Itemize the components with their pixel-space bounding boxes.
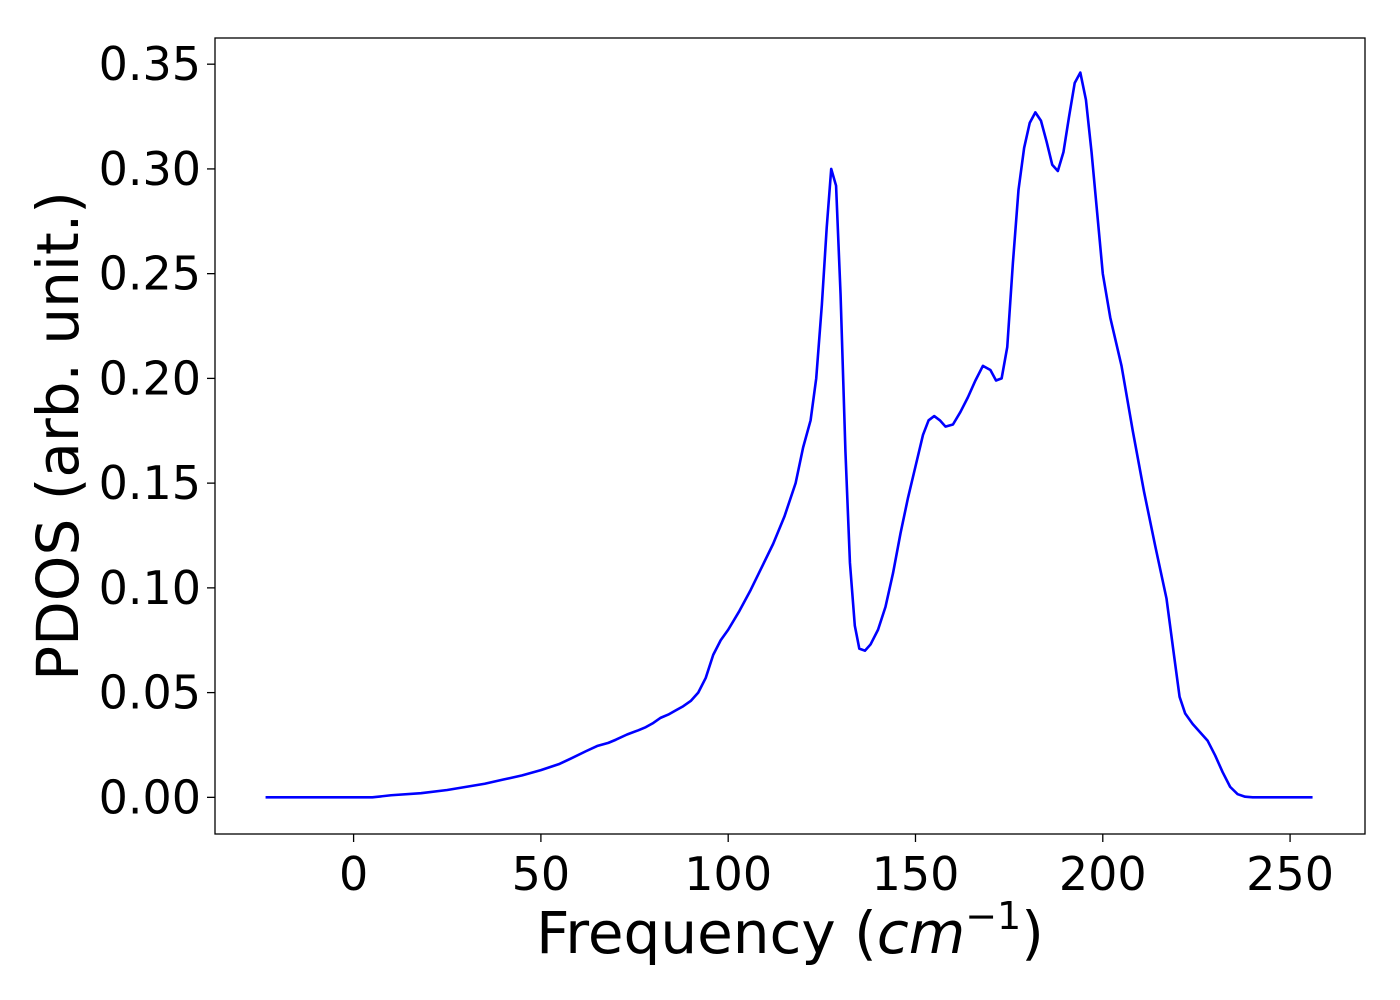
y-tick-label: 0.15	[99, 456, 201, 510]
pdos-series-line-0	[265, 71, 1313, 799]
x-axis: 0 50 100 150 200 250	[339, 834, 1334, 901]
x-tick-label: 150	[872, 847, 960, 901]
x-tick-label: 250	[1246, 847, 1334, 901]
y-tick-label: 0.35	[99, 37, 201, 91]
x-tick-label: 100	[684, 847, 772, 901]
y-tick-label: 0.30	[99, 142, 201, 196]
y-axis: 0.00 0.05 0.10 0.15 0.20 0.25 0.30 0.35	[99, 37, 215, 824]
x-tick-label: 0	[339, 847, 368, 901]
y-tick-label: 0.25	[99, 247, 201, 301]
y-tick-label: 0.00	[99, 770, 201, 824]
x-axis-label-text: Frequency (	[536, 899, 877, 967]
x-tick-label: 50	[512, 847, 571, 901]
x-axis-label-close: )	[1021, 899, 1044, 967]
x-tick-label: 200	[1059, 847, 1147, 901]
plot-line-layer	[265, 71, 1313, 799]
y-axis-label: PDOS (arb. unit.)	[24, 191, 92, 681]
x-axis-label-unit: cm	[877, 899, 965, 967]
y-tick-label: 0.20	[99, 351, 201, 405]
x-axis-label: Frequency (cm−1)	[536, 894, 1044, 967]
y-tick-label: 0.05	[99, 666, 201, 720]
y-tick-label: 0.10	[99, 561, 201, 615]
plot-area-frame	[214, 37, 1366, 835]
x-axis-label-unit-exponent: −1	[965, 894, 1021, 938]
